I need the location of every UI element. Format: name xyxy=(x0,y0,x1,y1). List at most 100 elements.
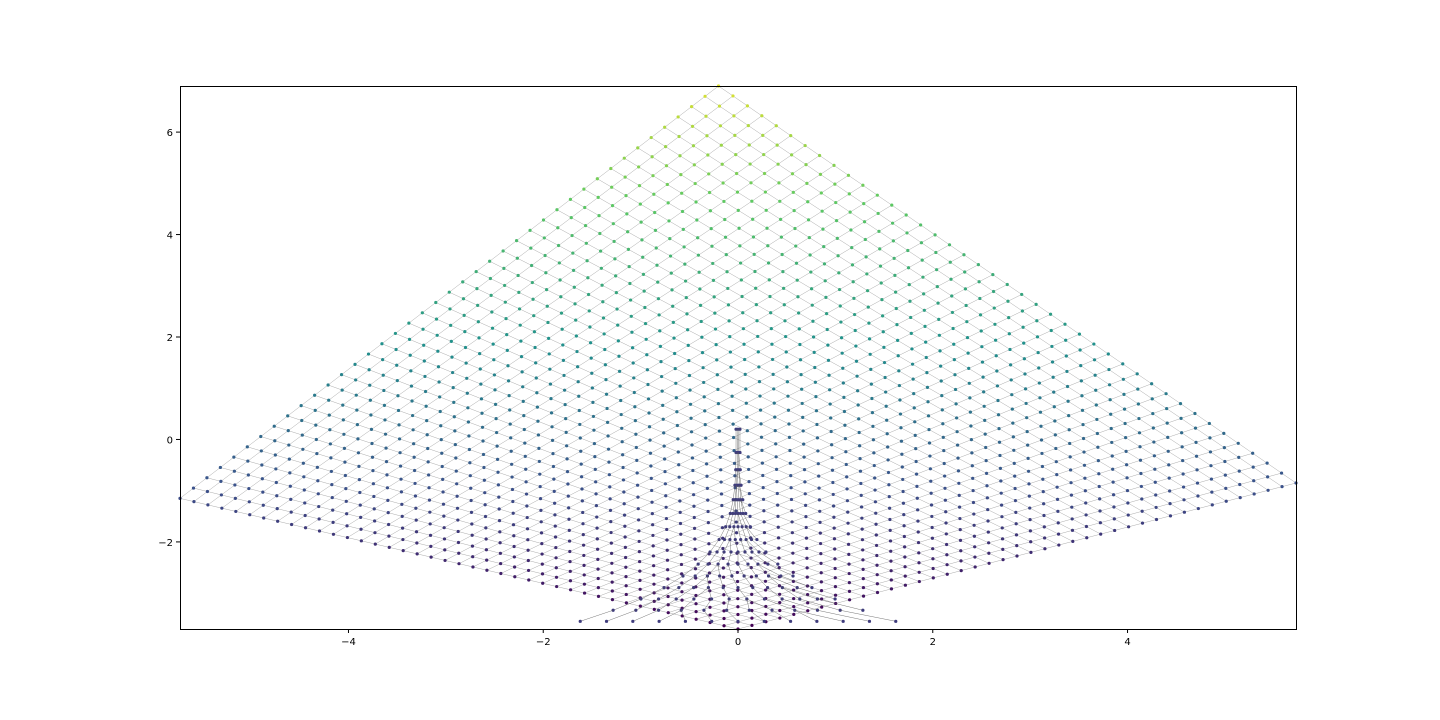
lattice-edge xyxy=(579,416,594,425)
lattice-edge xyxy=(918,527,933,533)
lattice-edge xyxy=(814,360,829,368)
lattice-edge xyxy=(868,315,883,324)
lattice-edge xyxy=(766,227,782,238)
lattice-edge xyxy=(918,552,934,559)
lattice-edge xyxy=(873,439,888,448)
lattice-edge xyxy=(500,542,515,547)
lattice-node xyxy=(758,394,762,398)
lattice-edge xyxy=(401,504,416,509)
lattice-node xyxy=(519,339,523,343)
lattice-edge xyxy=(274,430,289,441)
lattice-edge xyxy=(1016,552,1032,557)
lattice-edge xyxy=(681,599,697,604)
lattice-edge xyxy=(564,389,579,397)
lattice-edge xyxy=(1028,483,1044,492)
lattice-edge xyxy=(500,535,514,543)
lattice-node xyxy=(850,263,855,267)
lattice-node xyxy=(938,349,942,353)
lattice-edge xyxy=(544,255,560,264)
lattice-node xyxy=(496,483,501,487)
lattice-node xyxy=(724,253,728,257)
lattice-node xyxy=(717,104,722,108)
lattice-node xyxy=(495,457,500,461)
lattice-edge xyxy=(972,478,988,486)
lattice-edge xyxy=(835,582,850,587)
lattice-edge xyxy=(817,437,832,446)
lattice-edge xyxy=(505,318,521,326)
lattice-node xyxy=(456,518,460,522)
lattice-node xyxy=(439,424,443,428)
lattice-edge xyxy=(957,452,972,459)
lattice-node xyxy=(427,473,431,477)
lattice-edge xyxy=(524,442,539,449)
lattice-edge xyxy=(692,116,707,127)
lattice-edge xyxy=(709,585,724,592)
lattice-edge xyxy=(499,520,514,525)
lattice-edge xyxy=(516,230,531,241)
lattice-edge xyxy=(827,321,842,330)
lattice-edge xyxy=(514,576,529,581)
lattice-node xyxy=(700,351,705,355)
lattice-node xyxy=(1095,431,1099,436)
lattice-edge xyxy=(747,423,762,431)
lattice-edge xyxy=(689,375,704,383)
lattice-edge xyxy=(451,331,465,342)
lattice-edge xyxy=(1153,427,1168,438)
lattice-edge xyxy=(936,269,952,280)
lattice-edge xyxy=(478,321,493,329)
lattice-edge xyxy=(734,475,750,482)
lattice-edge xyxy=(620,377,634,387)
lattice-edge xyxy=(400,457,415,467)
lattice-node xyxy=(840,351,844,355)
lattice-edge xyxy=(1211,488,1226,493)
lattice-node xyxy=(861,594,866,598)
lattice-edge xyxy=(777,163,793,174)
lattice-node xyxy=(799,373,803,377)
lattice-edge xyxy=(1266,462,1282,474)
lattice-node xyxy=(467,447,472,452)
lattice-edge xyxy=(1239,466,1254,472)
lattice-node xyxy=(1039,424,1043,428)
lattice-edge xyxy=(565,396,579,405)
lattice-edge xyxy=(700,296,715,306)
lattice-edge xyxy=(906,232,922,243)
lattice-node xyxy=(519,355,524,359)
lattice-node xyxy=(382,403,387,407)
lattice-edge xyxy=(875,501,890,509)
lattice-edge xyxy=(908,267,924,278)
lattice-edge xyxy=(1054,415,1069,422)
lattice-node xyxy=(925,370,929,375)
lattice-node xyxy=(761,473,765,478)
lattice-edge xyxy=(770,304,785,313)
lattice-edge xyxy=(944,483,959,489)
lattice-node xyxy=(814,395,818,399)
lattice-edge xyxy=(771,343,787,353)
lattice-edge xyxy=(891,579,906,586)
lattice-edge xyxy=(1239,480,1254,485)
lattice-edge xyxy=(330,443,345,449)
lattice-node xyxy=(1112,505,1116,509)
lattice-edge xyxy=(984,414,999,421)
lattice-node xyxy=(651,554,656,558)
lattice-edge xyxy=(455,444,470,450)
lattice-edge xyxy=(1044,533,1059,539)
lattice-edge xyxy=(1001,488,1016,494)
lattice-edge xyxy=(372,456,387,462)
lattice-edge xyxy=(721,475,735,483)
lattice-edge xyxy=(1009,333,1024,344)
lattice-edge xyxy=(547,322,563,330)
lattice-edge xyxy=(457,512,472,521)
lattice-edge xyxy=(679,494,694,502)
lattice-edge xyxy=(972,490,988,499)
lattice-edge xyxy=(863,194,878,204)
lattice-node xyxy=(742,342,746,346)
lattice-edge xyxy=(1056,474,1072,483)
lattice-edge xyxy=(743,320,758,329)
lattice-edge xyxy=(614,249,629,260)
lattice-node xyxy=(555,584,559,589)
lattice-edge xyxy=(696,618,711,623)
lattice-edge xyxy=(332,488,346,498)
lattice-edge xyxy=(981,339,996,347)
lattice-edge xyxy=(344,461,360,467)
lattice-edge xyxy=(1083,446,1098,453)
